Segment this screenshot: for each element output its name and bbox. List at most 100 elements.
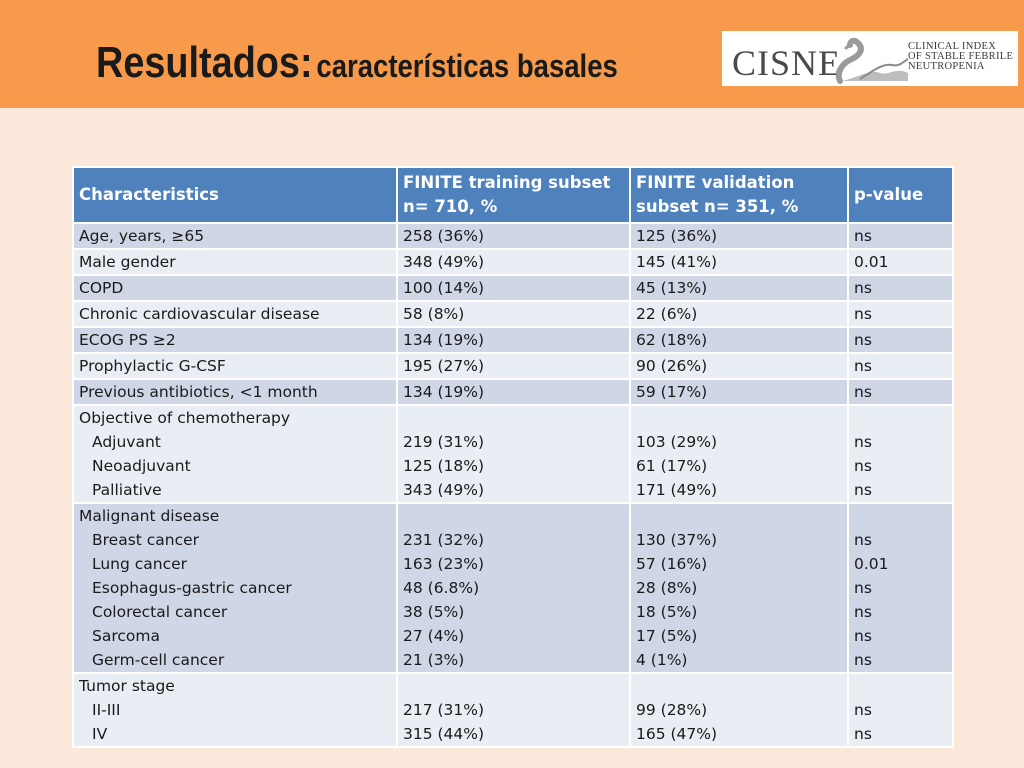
cell-line: 125 (18%): [403, 457, 485, 475]
table-row: COPD 100 (14%) 45 (13%) ns: [72, 274, 954, 302]
cell-line: Sarcoma: [92, 627, 160, 645]
cell-line: 59 (17%): [636, 383, 708, 401]
training-value-cell: 219 (31%) 125 (18%) 343 (49%): [396, 404, 631, 504]
table-header-row: Characteristics FINITE training subset n…: [72, 166, 954, 224]
p-value-cell: ns: [847, 352, 954, 380]
validation-value-cell: 130 (37%) 57 (16%) 28 (8%) 18 (5%) 17 (5%) 4 …: [629, 502, 849, 674]
training-value-cell: 348 (49%): [396, 248, 631, 276]
cell-line: Previous antibiotics, <1 month: [79, 383, 318, 401]
cell-line: ns: [854, 457, 872, 475]
p-value-cell: ns: [847, 326, 954, 354]
cell-line: Objective of chemotherapy: [79, 409, 291, 427]
cell-line: 21 (3%): [403, 651, 465, 669]
cell-line: Malignant disease: [79, 507, 220, 525]
p-value-cell: ns: [847, 300, 954, 328]
validation-value-cell: 59 (17%): [629, 378, 849, 406]
cell-line: 134 (19%): [403, 383, 485, 401]
cell-line: 134 (19%): [403, 331, 485, 349]
validation-value-cell: 103 (29%) 61 (17%) 171 (49%): [629, 404, 849, 504]
logo-tagline: CLINICAL INDEX OF STABLE FEBRILE NEUTROP…: [908, 41, 1014, 72]
cell-line: ns: [854, 603, 872, 621]
header-characteristics: Characteristics: [72, 166, 398, 224]
cell-line: 28 (8%): [636, 579, 698, 597]
cell-line: [403, 504, 624, 528]
cisne-logo: CISNE CLINICAL INDEX OF STABLE FEBRILE N…: [722, 31, 1018, 86]
characteristic-cell: Prophylactic G-CSF: [72, 352, 398, 380]
cell-line: ns: [854, 531, 872, 549]
cell-line: 195 (27%): [403, 357, 485, 375]
cell-line: [636, 406, 842, 430]
cell-line: 27 (4%): [403, 627, 465, 645]
cell-line: [854, 504, 947, 528]
characteristic-cell: Malignant disease Breast cancer Lung cance…: [72, 502, 398, 674]
cell-line: 38 (5%): [403, 603, 465, 621]
cell-line: 130 (37%): [636, 531, 718, 549]
table-row: Chronic cardiovascular disease 58 (8%) 22 …: [72, 300, 954, 328]
training-value-cell: 134 (19%): [396, 326, 631, 354]
cell-line: ns: [854, 357, 872, 375]
table-row: Age, years, ≥65 258 (36%) 125 (36%) ns: [72, 222, 954, 250]
cell-line: 103 (29%): [636, 433, 718, 451]
validation-value-cell: 45 (13%): [629, 274, 849, 302]
training-value-cell: 258 (36%): [396, 222, 631, 250]
cell-line: ns: [854, 701, 872, 719]
cell-line: Lung cancer: [92, 555, 188, 573]
cell-line: 171 (49%): [636, 481, 718, 499]
cell-line: [854, 406, 947, 430]
validation-value-cell: 125 (36%): [629, 222, 849, 250]
cell-line: Male gender: [79, 253, 176, 271]
validation-value-cell: 145 (41%): [629, 248, 849, 276]
p-value-cell: ns 0.01 ns ns ns ns: [847, 502, 954, 674]
p-value-cell: ns ns: [847, 672, 954, 748]
cell-line: 4 (1%): [636, 651, 688, 669]
characteristic-cell: Tumor stage II-III IV: [72, 672, 398, 748]
p-value-cell: ns: [847, 222, 954, 250]
cell-line: 22 (6%): [636, 305, 698, 323]
cell-line: 258 (36%): [403, 227, 485, 245]
p-value-cell: ns: [847, 274, 954, 302]
cell-line: ns: [854, 279, 872, 297]
cell-line: ns: [854, 725, 872, 743]
cell-line: 348 (49%): [403, 253, 485, 271]
cell-line: Tumor stage: [79, 677, 175, 695]
cell-line: 45 (13%): [636, 279, 708, 297]
cell-line: 57 (16%): [636, 555, 708, 573]
training-value-cell: 100 (14%): [396, 274, 631, 302]
cell-line: II-III: [92, 701, 121, 719]
characteristic-cell: Male gender: [72, 248, 398, 276]
cell-line: ns: [854, 331, 872, 349]
cell-line: 165 (47%): [636, 725, 718, 743]
table-row: Prophylactic G-CSF 195 (27%) 90 (26%) ns: [72, 352, 954, 380]
cell-line: 219 (31%): [403, 433, 485, 451]
cell-line: 58 (8%): [403, 305, 465, 323]
slide-title-main: Resultados:: [96, 38, 313, 87]
cell-line: ns: [854, 579, 872, 597]
characteristic-cell: Previous antibiotics, <1 month: [72, 378, 398, 406]
header-validation-subset: FINITE validation subset n= 351, %: [629, 166, 849, 224]
cell-line: 90 (26%): [636, 357, 708, 375]
cell-line: [636, 504, 842, 528]
training-value-cell: 195 (27%): [396, 352, 631, 380]
cell-line: Chronic cardiovascular disease: [79, 305, 320, 323]
cell-line: ns: [854, 227, 872, 245]
cell-line: 0.01: [854, 253, 889, 271]
cell-line: ns: [854, 481, 872, 499]
cell-line: 99 (28%): [636, 701, 708, 719]
logo-tagline-line: OF STABLE FEBRILE: [908, 51, 1014, 62]
cell-line: Esophagus-gastric cancer: [92, 579, 292, 597]
validation-value-cell: 62 (18%): [629, 326, 849, 354]
cell-line: 100 (14%): [403, 279, 485, 297]
cell-line: ns: [854, 627, 872, 645]
p-value-cell: ns: [847, 378, 954, 406]
cell-line: ns: [854, 651, 872, 669]
cell-line: 61 (17%): [636, 457, 708, 475]
validation-value-cell: 22 (6%): [629, 300, 849, 328]
p-value-cell: ns ns ns: [847, 404, 954, 504]
characteristic-cell: Chronic cardiovascular disease: [72, 300, 398, 328]
training-value-cell: 58 (8%): [396, 300, 631, 328]
logo-tagline-line: CLINICAL INDEX: [908, 41, 997, 52]
characteristic-cell: Age, years, ≥65: [72, 222, 398, 250]
table-row: Male gender 348 (49%) 145 (41%) 0.01: [72, 248, 954, 276]
cell-line: ns: [854, 433, 872, 451]
cell-line: [403, 406, 624, 430]
